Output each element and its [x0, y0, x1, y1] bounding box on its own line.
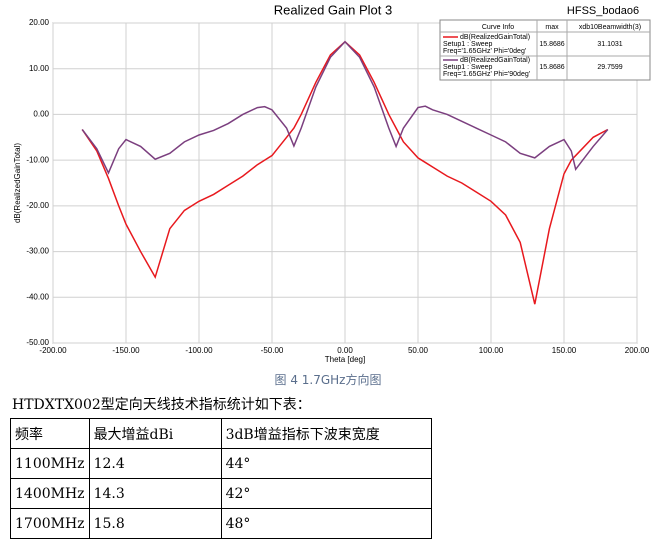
- table-cell: 15.8: [88, 508, 222, 539]
- legend-header: max: [545, 24, 559, 31]
- figure-caption: 图 4 1.7GHz方向图: [274, 373, 382, 387]
- y-axis-label: dB(RealizedGainTotal): [13, 143, 22, 223]
- y-tick-label: -30.00: [26, 247, 49, 256]
- spec-table: 频率 最大增益dBi 3dB增益指标下波束宽度 1100MHz 12.4 44° 1400M…: [10, 418, 432, 539]
- table-cell: 14.3: [88, 478, 222, 509]
- x-tick-label: -50.00: [261, 346, 284, 355]
- legend-max: 15.8686: [539, 41, 564, 48]
- header-cell: 3dB增益指标下波束宽度: [220, 418, 432, 449]
- x-tick-label: 0.00: [337, 346, 353, 355]
- legend-name: dB(RealizedGainTotal): [460, 57, 530, 64]
- table-cell: 1700MHz: [10, 508, 90, 539]
- x-axis-label: Theta [deg]: [325, 355, 365, 364]
- table-cell: 42°: [220, 478, 432, 509]
- legend-beamwidth: 29.7599: [597, 64, 622, 71]
- x-tick-label: -100.00: [185, 346, 213, 355]
- x-tick-label: 100.00: [479, 346, 504, 355]
- header-cell: 频率: [10, 418, 90, 449]
- table-cell: 48°: [220, 508, 432, 539]
- y-tick-label: 0.00: [33, 110, 49, 119]
- table-row: 频率 最大增益dBi 3dB增益指标下波束宽度: [10, 418, 432, 449]
- legend-info: Freq='1.65GHz' Phi='90deg': [443, 71, 530, 78]
- legend-max: 15.8686: [539, 64, 564, 71]
- y-tick-label: -10.00: [26, 155, 49, 164]
- curve: [81, 40, 609, 175]
- x-tick-label: 50.00: [408, 346, 429, 355]
- table-row: 1700MHz 15.8 48°: [10, 508, 432, 539]
- legend-info: Freq='1.65GHz' Phi='0deg': [443, 48, 526, 55]
- intro-text: HTDXTX002型定向天线技术指标统计如下表：: [12, 397, 311, 413]
- chart: Realized Gain Plot 3 HFSS_bodao6 dB(Real…: [13, 2, 651, 364]
- y-tick-label: -20.00: [26, 201, 49, 210]
- legend-header: Curve Info: [482, 24, 514, 31]
- legend-header: xdb10Beamwidth(3): [579, 24, 641, 31]
- legend-box: [439, 19, 651, 81]
- table-row: 1400MHz 14.3 42°: [10, 478, 432, 509]
- x-tick-label: -200.00: [39, 346, 67, 355]
- y-tick-label: 20.00: [29, 18, 50, 27]
- legend-setup: Setup1 : Sweep: [443, 64, 493, 71]
- project-name: HFSS_bodao6: [567, 5, 639, 17]
- x-tick-label: 150.00: [552, 346, 577, 355]
- y-tick-label: -50.00: [26, 338, 49, 347]
- table-cell: 1400MHz: [10, 478, 90, 509]
- legend-name: dB(RealizedGainTotal): [460, 34, 530, 41]
- x-tick-label: 200.00: [625, 346, 650, 355]
- table-row: 1100MHz 12.4 44°: [10, 448, 432, 479]
- header-cell: 最大增益dBi: [88, 418, 222, 449]
- legend-setup: Setup1 : Sweep: [443, 41, 493, 48]
- x-tick-label: -150.00: [112, 346, 140, 355]
- table-cell: 44°: [220, 448, 432, 479]
- legend-beamwidth: 31.1031: [597, 41, 622, 48]
- legend: Curve Info max xdb10Beamwidth(3) dB(Realize…: [439, 19, 651, 81]
- chart-title: Realized Gain Plot 3: [274, 2, 393, 17]
- y-tick-label: -40.00: [26, 292, 49, 301]
- table-cell: 12.4: [88, 448, 222, 479]
- table-cell: 1100MHz: [10, 448, 90, 479]
- y-tick-label: 10.00: [29, 64, 50, 73]
